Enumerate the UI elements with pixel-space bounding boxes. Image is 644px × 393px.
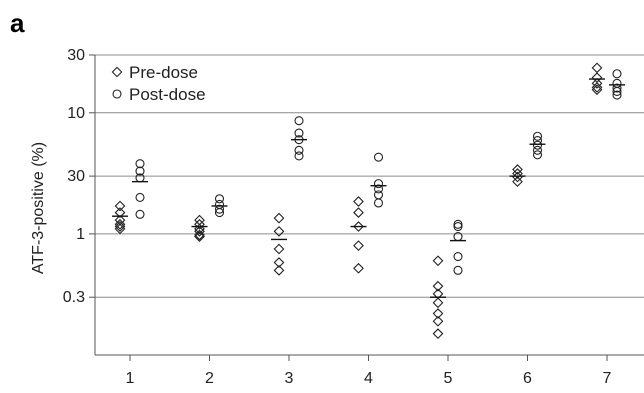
pre-dose-point (273, 225, 285, 237)
pre-dose-point (432, 280, 444, 292)
pre-dose-point (432, 255, 444, 267)
pre-dose-point (353, 196, 364, 207)
grid (95, 54, 644, 298)
pre-dose-point (512, 164, 523, 175)
axes (89, 54, 644, 361)
pre-dose-point (432, 297, 444, 309)
post-dose-point (214, 199, 225, 210)
pre-dose-point (194, 218, 205, 230)
x-tick-label: 2 (205, 370, 214, 387)
legend-marker-pre-dose (111, 66, 123, 78)
post-dose-point (214, 204, 225, 214)
pre-dose-point (591, 77, 603, 89)
pre-dose-point (591, 82, 603, 93)
y-tick-label: 30 (67, 47, 85, 64)
pre-dose-point (114, 207, 126, 218)
pre-dose-point (512, 176, 523, 188)
pre-dose-point (432, 308, 444, 319)
legend-label-pre-dose: Pre-dose (129, 63, 198, 82)
pre-dose-point (591, 62, 603, 74)
pre-dose-point (273, 264, 285, 276)
post-dose-point (135, 159, 145, 169)
post-dose-point (612, 69, 622, 79)
post-dose-point (214, 194, 225, 204)
post-dose-point (532, 140, 543, 150)
post-dose-point (453, 221, 463, 232)
legend: Pre-dose Post-dose (111, 63, 206, 104)
post-dose-point (373, 179, 384, 189)
post-dose-point (453, 219, 463, 229)
pre-dose-point (194, 223, 205, 235)
pre-dose-point (512, 168, 523, 179)
post-dose-point (373, 184, 384, 194)
mean-markers (112, 78, 625, 298)
post-dose-point (214, 208, 225, 218)
x-tick-label: 7 (603, 370, 612, 387)
pre-dose-point (432, 328, 444, 340)
pre-dose-point (353, 207, 364, 218)
post-dose-point (294, 128, 304, 138)
legend-marker-post-dose (112, 89, 122, 99)
post-dose-point (135, 192, 145, 202)
post-dose-point (135, 209, 145, 219)
pre-dose-point (114, 218, 126, 230)
pre-dose-point (114, 223, 126, 235)
post-dose-point (135, 166, 145, 176)
pre-dose-point (194, 229, 205, 241)
post-dose-point (453, 265, 463, 275)
tick-labels: 0.3 1 30 10 30 1 2 3 4 5 6 7 (63, 47, 612, 387)
y-tick-label: 1 (76, 226, 85, 243)
post-dose-point (294, 151, 304, 161)
post-dose-point (294, 116, 304, 126)
y-axis-label: ATF-3-positive (%) (30, 142, 47, 274)
pre-dose-point (194, 231, 205, 242)
pre-dose-point (353, 240, 364, 252)
y-tick-label: 30 (67, 168, 85, 185)
pre-dose-point (273, 257, 285, 268)
y-tick-label: 10 (67, 105, 85, 122)
post-dose-point (373, 152, 384, 162)
x-tick-label: 6 (523, 370, 532, 387)
post-dose-point (373, 190, 384, 200)
pre-dose-point (591, 72, 603, 84)
pre-dose-point (432, 315, 444, 327)
x-tick-label: 1 (126, 370, 135, 387)
pre-dose-point (114, 200, 126, 212)
pre-dose-point (591, 84, 603, 96)
pre-dose-point (273, 212, 285, 224)
pre-dose-point (114, 221, 126, 232)
post-dose-point (612, 86, 622, 97)
post-dose-point (532, 145, 543, 155)
x-tick-label: 3 (285, 370, 294, 387)
pre-dose-point (194, 225, 205, 237)
post-dose-point (373, 198, 384, 208)
post-dose-point (294, 145, 304, 155)
y-tick-label: 0.3 (63, 289, 85, 306)
post-dose-point (453, 251, 463, 262)
x-tick-label: 4 (364, 370, 373, 387)
post-dose-point (612, 78, 622, 88)
x-tick-label: 5 (444, 370, 453, 387)
legend-label-post-dose: Post-dose (129, 85, 206, 104)
post-dose-point (532, 131, 543, 141)
pre-dose-point (353, 221, 364, 232)
post-dose-point (532, 150, 543, 160)
pre-dose-point (353, 262, 364, 274)
pre-dose-point (273, 243, 285, 255)
panel-label: a (10, 8, 25, 38)
post-dose-point (612, 90, 622, 100)
post-dose-point (612, 83, 622, 93)
